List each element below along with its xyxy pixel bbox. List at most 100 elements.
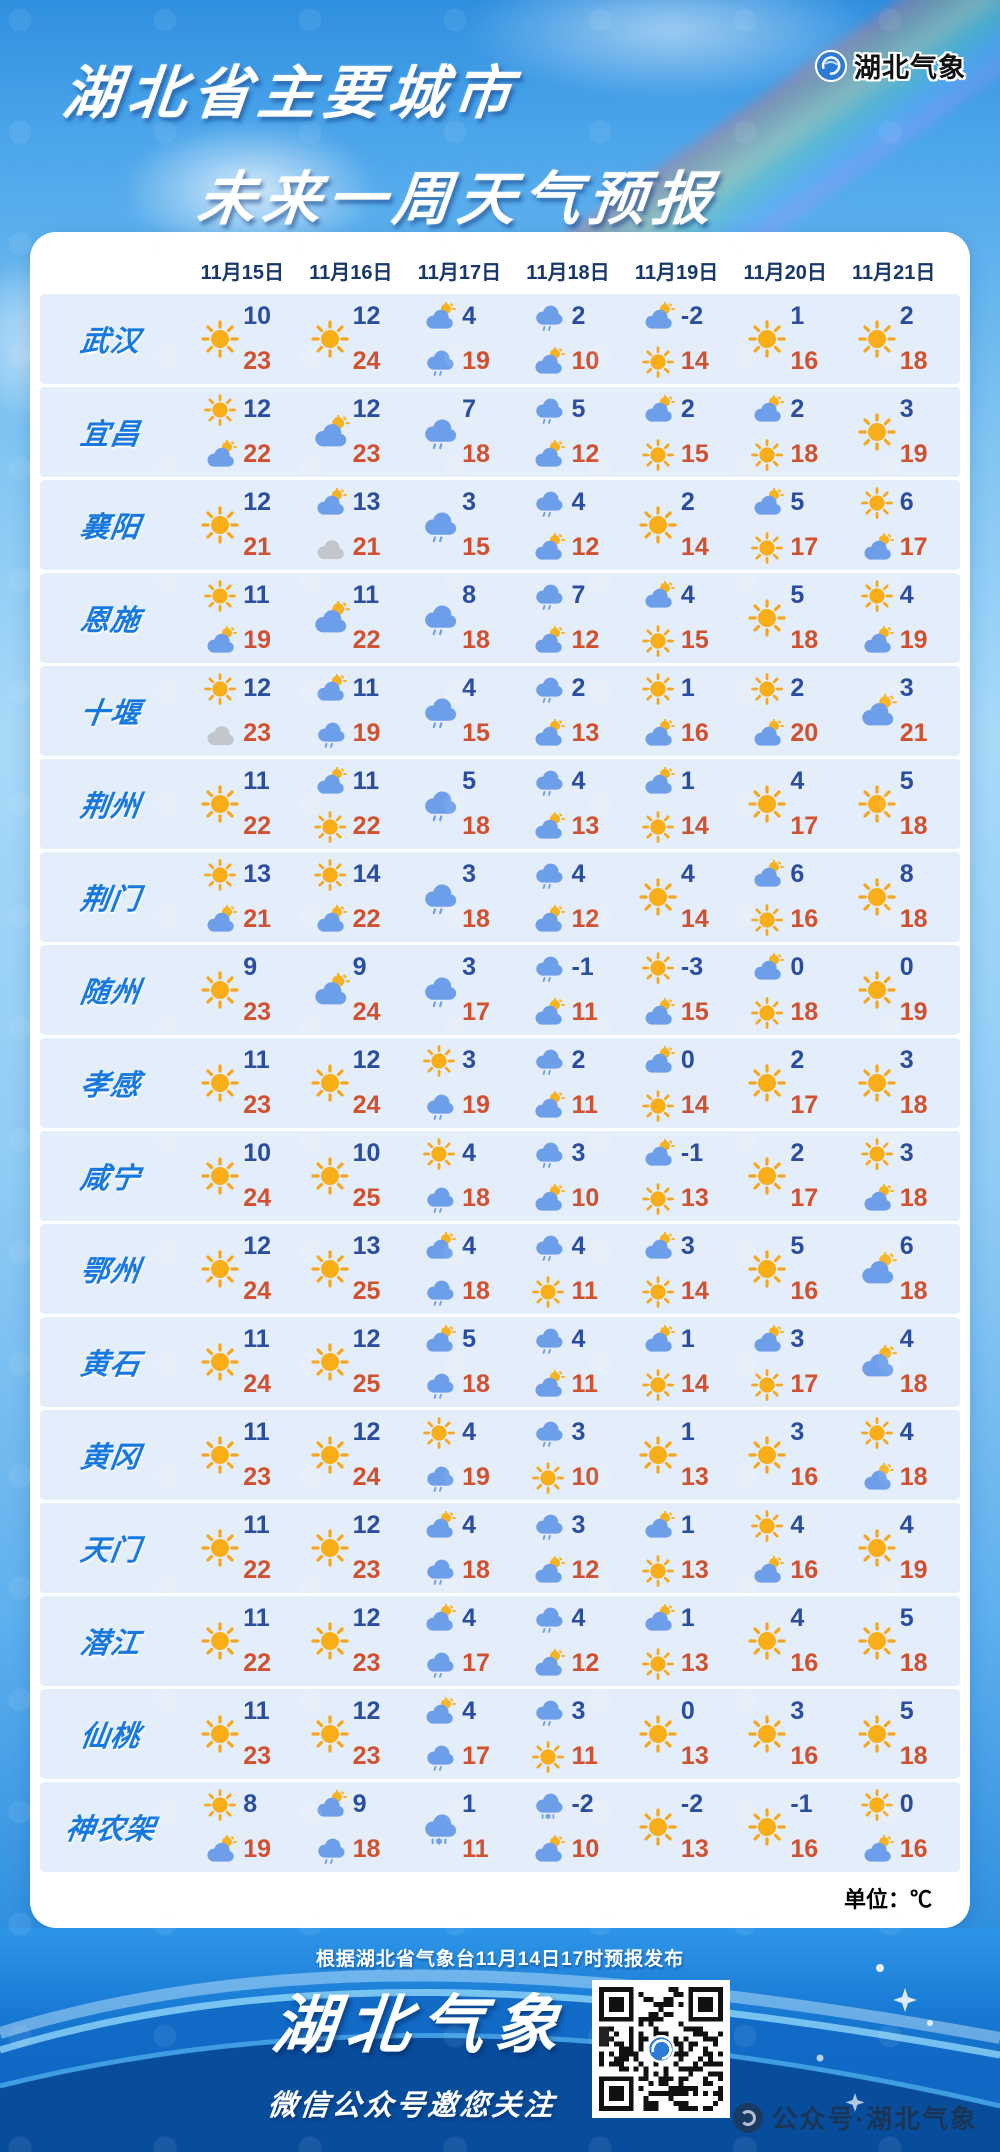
source-note: 根据湖北省气象台11月14日17时预报发布: [315, 1949, 685, 1970]
forecast-cell: -1 11: [510, 945, 619, 1035]
max-temp: 18: [790, 626, 819, 654]
account-watermark-text: 公众号·湖北气象: [771, 2104, 978, 2134]
forecast-cell: 2 17: [729, 1131, 838, 1221]
min-temp: 3: [462, 860, 476, 888]
min-temp: 4: [790, 1511, 805, 1539]
min-temp: 11: [352, 674, 380, 702]
sun-icon: [423, 1044, 455, 1077]
sun-icon: [748, 1808, 786, 1846]
sun-icon: [642, 810, 674, 843]
max-temp: 22: [352, 905, 381, 933]
min-temp: 5: [790, 1232, 805, 1260]
max-temp: 16: [899, 1835, 928, 1863]
forecast-cell: 12 24: [291, 1410, 400, 1500]
forecast-cell: 12 23: [291, 1596, 400, 1686]
cloud-sun-icon: [754, 952, 785, 980]
forecast-cell: 2 15: [620, 387, 729, 477]
cloud-rain-icon: [536, 770, 564, 796]
cloud-sun-icon: [862, 693, 897, 726]
forecast-cell: 2 17: [729, 1038, 838, 1128]
max-temp: 19: [899, 1556, 928, 1584]
forecast-cell: 5 18: [839, 1596, 948, 1686]
sun-icon: [201, 1157, 239, 1195]
min-temp: 1: [680, 767, 695, 795]
forecast-cell: 9 18: [291, 1782, 400, 1872]
title-line-1: 湖北省主要城市: [59, 61, 522, 126]
sun-icon: [642, 1647, 674, 1680]
cloud-rain-icon: [425, 605, 457, 635]
max-temp: 21: [243, 905, 272, 933]
sun-icon: [748, 1064, 786, 1102]
forecast-cell: 9 23: [182, 945, 291, 1035]
min-temp: 5: [790, 488, 805, 516]
city-forecast-row: 恩施 11 19 11 22 8 18 7 12 4 15: [40, 573, 960, 663]
forecast-cell: 4 15: [401, 666, 510, 756]
cloud-rain-icon: [536, 1421, 564, 1447]
forecast-cell: 11 19: [182, 573, 291, 663]
max-temp: 11: [462, 1835, 489, 1863]
cloud-sun-icon: [864, 1183, 894, 1211]
sun-icon: [860, 579, 893, 612]
max-temp: 20: [790, 719, 819, 747]
sun-icon: [860, 486, 893, 519]
forecast-cell: 3 21: [839, 666, 948, 756]
sun-icon: [532, 1275, 565, 1308]
max-temp: 18: [899, 1277, 928, 1305]
city-name: 随州: [78, 977, 143, 1009]
max-temp: 16: [680, 719, 709, 747]
min-temp: 0: [680, 1046, 695, 1074]
forecast-cell: 1 13: [620, 1503, 729, 1593]
forecast-cell: 3 18: [839, 1038, 948, 1128]
cloud-sun-icon: [754, 1324, 785, 1352]
city-name: 黄石: [78, 1349, 143, 1381]
min-temp: 3: [462, 488, 476, 516]
footer-slogan: 微信公众号邀您关注: [266, 2090, 558, 2122]
city-forecast-row: 潜江 11 22 12 23 4 17 4 12 1: [40, 1596, 960, 1686]
forecast-cell: 12 23: [291, 387, 400, 477]
forecast-cell: 2 14: [620, 480, 729, 570]
sun-icon: [311, 1436, 349, 1474]
max-temp: 18: [462, 1277, 490, 1305]
min-temp: 3: [790, 1325, 805, 1353]
min-temp: 12: [352, 302, 381, 330]
max-temp: 11: [571, 1091, 598, 1119]
city-forecast-row: 咸宁 10 24 10 25 4 18 3 10 -1: [40, 1131, 960, 1221]
cloud-sun-icon: [645, 997, 675, 1025]
forecast-cell: 11 24: [182, 1317, 291, 1407]
forecast-cell: -1 13: [620, 1131, 729, 1221]
cloud-sun-icon: [535, 346, 566, 374]
cloud-sun-icon: [535, 718, 566, 746]
forecast-cell: 4 16: [729, 1596, 838, 1686]
forecast-cell: 4 19: [401, 1410, 510, 1500]
min-temp: 2: [790, 395, 805, 423]
forecast-cell: 11 23: [182, 1038, 291, 1128]
forecast-cell: 3 17: [729, 1317, 838, 1407]
cloud-rain-icon: [536, 584, 564, 610]
city-name: 鄂州: [78, 1256, 143, 1288]
cloud-sun-icon: [645, 1510, 675, 1538]
cloud-sun-icon: [645, 301, 675, 329]
cloud-sun-icon: [317, 487, 347, 515]
forecast-cell: 4 18: [839, 1317, 948, 1407]
forecast-cell: 3 15: [401, 480, 510, 570]
min-temp: 4: [571, 1604, 586, 1632]
cloud-rain-icon: [427, 1559, 454, 1585]
min-temp: 12: [243, 1232, 272, 1260]
sun-icon: [858, 413, 896, 451]
min-temp: 2: [899, 302, 914, 330]
forecast-cell: 1 16: [729, 294, 838, 384]
min-temp: 4: [462, 1139, 476, 1167]
cloud-rain-icon: [536, 305, 564, 331]
min-temp: 11: [243, 581, 270, 609]
sun-icon: [201, 1343, 239, 1381]
max-temp: 17: [790, 1370, 819, 1398]
min-temp: 3: [899, 674, 914, 702]
cloud-sun-icon: [317, 904, 347, 932]
max-temp: 23: [352, 1556, 381, 1584]
min-temp: -2: [680, 302, 704, 330]
sun-icon: [642, 624, 674, 657]
max-temp: 24: [352, 998, 381, 1026]
cloud-sun-icon: [317, 673, 347, 701]
sun-icon: [311, 1529, 349, 1567]
min-temp: 4: [462, 1511, 476, 1539]
